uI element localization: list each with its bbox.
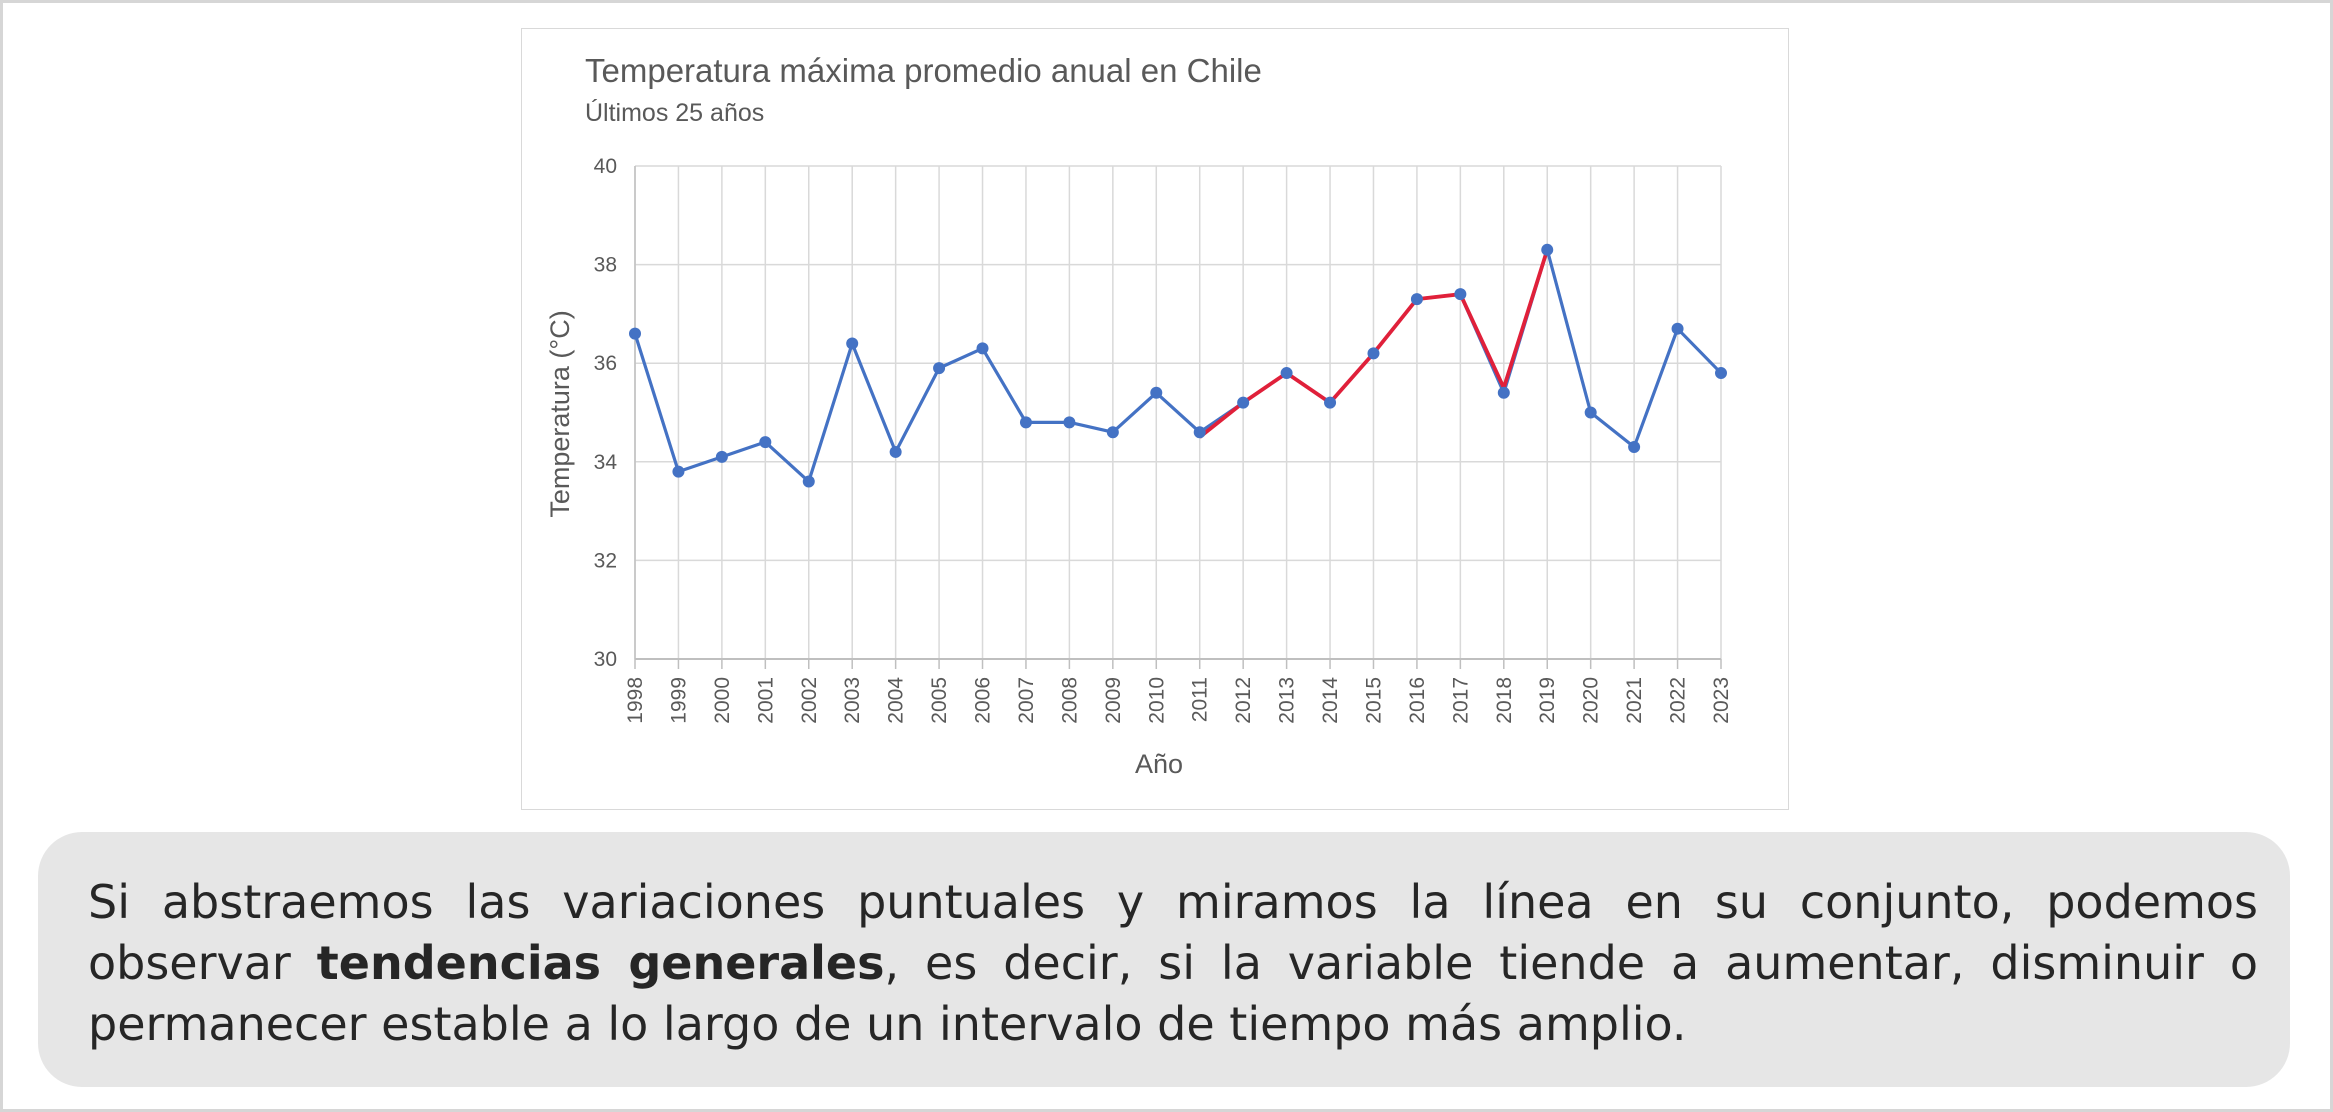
y-tick-label: 30 <box>594 648 617 671</box>
x-tick-label: 2013 <box>1276 677 1299 724</box>
chart-title: Temperatura máxima promedio anual en Chi… <box>585 52 1262 89</box>
axes <box>634 166 1722 669</box>
x-tick-label: 2020 <box>1580 677 1603 724</box>
x-tick-labels: 1998 1999 2000 2001 2002 2003 2004 2005 2006 2007… <box>624 677 1733 724</box>
y-tick-label: 38 <box>594 254 617 277</box>
y-tick-label: 32 <box>594 549 617 572</box>
line-chart: 30 32 34 36 38 40 1998 1999 2000 2001 2002 2003 200… <box>545 155 1733 779</box>
x-tick-label: 2004 <box>885 677 908 724</box>
x-tick-label: 2021 <box>1623 677 1646 724</box>
x-tick-label: 2008 <box>1058 677 1081 724</box>
data-point <box>1584 406 1597 419</box>
x-tick-label: 2022 <box>1667 677 1690 724</box>
data-point <box>846 337 859 350</box>
x-tick-label: 2016 <box>1406 677 1429 724</box>
data-point <box>1367 347 1380 360</box>
x-tick-label: 2005 <box>928 677 951 724</box>
caption-text-after: , es decir, si la variable tiende a aume… <box>88 936 2258 1051</box>
x-tick-label: 2014 <box>1319 677 1342 724</box>
x-tick-label: 2003 <box>841 677 864 724</box>
data-point <box>802 475 815 488</box>
caption-text-bold: tendencias generales <box>316 936 885 990</box>
data-point <box>889 445 902 458</box>
data-point <box>1237 396 1250 409</box>
x-tick-label: 2000 <box>711 677 734 724</box>
x-tick-label: 2007 <box>1015 677 1038 724</box>
caption-text-before: Si abstraemos las variaciones puntuales … <box>88 875 2258 990</box>
series-lines <box>633 248 1723 484</box>
data-point <box>1715 367 1727 380</box>
x-tick-label: 2001 <box>754 677 777 724</box>
data-point <box>759 436 772 449</box>
x-tick-label: 2023 <box>1710 677 1733 724</box>
x-tick-label: 2015 <box>1362 677 1385 724</box>
data-point <box>1541 243 1554 256</box>
data-point <box>629 327 641 340</box>
data-point <box>715 450 728 463</box>
x-tick-label: 2002 <box>798 677 821 724</box>
y-axis-title: Temperatura (°C) <box>545 310 575 517</box>
data-point <box>1063 416 1076 429</box>
data-point <box>1019 416 1032 429</box>
data-point <box>1150 386 1163 399</box>
data-point <box>1324 396 1337 409</box>
y-tick-label: 34 <box>594 451 618 474</box>
chart-subtitle: Últimos 25 años <box>585 99 765 127</box>
data-point <box>1497 386 1510 399</box>
data-point <box>1280 367 1293 380</box>
x-tick-label: 1999 <box>667 677 690 724</box>
y-tick-labels: 30 32 34 36 38 40 <box>594 155 618 671</box>
x-tick-label: 2009 <box>1102 677 1125 724</box>
y-tick-label: 36 <box>594 352 617 375</box>
chart-card: Temperatura máxima promedio anual en Chi… <box>521 28 1789 810</box>
x-tick-label: 2018 <box>1493 677 1516 724</box>
data-point <box>1410 293 1423 306</box>
data-point <box>1671 322 1684 335</box>
x-tick-label: 1998 <box>624 677 647 724</box>
data-point <box>672 465 685 478</box>
data-points <box>629 243 1727 488</box>
data-point <box>1628 441 1641 454</box>
x-tick-label: 2010 <box>1145 677 1168 724</box>
data-point <box>933 362 946 375</box>
x-tick-label: 2011 <box>1189 677 1212 722</box>
data-point <box>1193 426 1206 439</box>
data-point <box>1454 288 1467 301</box>
x-axis-title: Año <box>1135 749 1183 779</box>
x-tick-label: 2019 <box>1536 677 1559 724</box>
caption-text: Si abstraemos las variaciones puntuales … <box>88 872 2258 1055</box>
caption-box: Si abstraemos las variaciones puntuales … <box>38 832 2290 1087</box>
y-tick-label: 40 <box>594 155 617 178</box>
data-point <box>976 342 989 355</box>
x-tick-label: 2017 <box>1449 677 1472 724</box>
series-line-main <box>633 248 1723 484</box>
x-tick-label: 2012 <box>1232 677 1255 724</box>
data-point <box>1106 426 1119 439</box>
x-tick-label: 2006 <box>972 677 995 724</box>
